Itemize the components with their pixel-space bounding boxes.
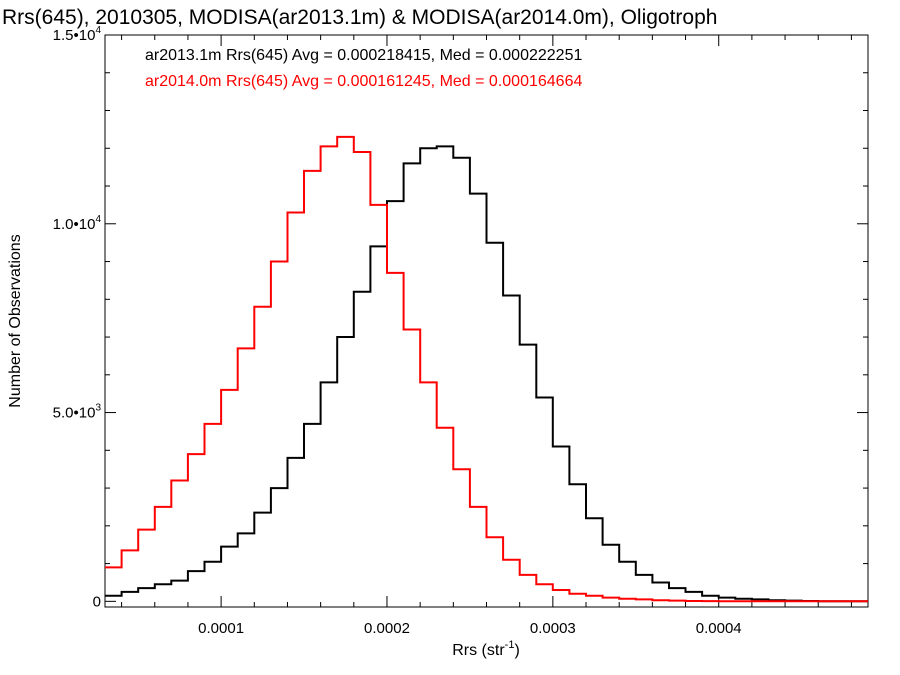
x-tick-label: 0.0004	[696, 620, 742, 637]
y-axis: 0 5.0•103 1.0•104 1.5•104	[53, 25, 868, 610]
x-axis: 0.0001 0.0002 0.0003 0.0004	[121, 35, 852, 637]
x-tick-label: 0.0001	[198, 620, 244, 637]
y-axis-label: Number of Observations	[7, 234, 24, 407]
x-axis-label: Rrs (str-1)	[452, 639, 520, 659]
x-axis-label-superscript: -1	[505, 639, 515, 651]
legend: ar2013.1m Rrs(645) Avg = 0.000218415, Me…	[145, 47, 582, 90]
chart-title: Rrs(645), 2010305, MODISA(ar2013.1m) & M…	[2, 6, 717, 29]
x-tick-label: 0.0002	[364, 620, 410, 637]
series-line-0	[105, 145, 868, 603]
legend-entry-1: ar2014.0m Rrs(645) Avg = 0.000161245, Me…	[145, 73, 582, 90]
series-line-1	[105, 135, 868, 603]
y-tick-label: 1.0•104	[53, 214, 102, 233]
y-tick-label: 5.0•103	[53, 403, 102, 422]
series-layer	[105, 135, 868, 603]
y-tick-label: 1.5•104	[53, 25, 102, 44]
y-tick-label: 0	[93, 593, 101, 610]
legend-entry-0: ar2013.1m Rrs(645) Avg = 0.000218415, Me…	[145, 47, 582, 64]
x-tick-label: 0.0003	[530, 620, 576, 637]
